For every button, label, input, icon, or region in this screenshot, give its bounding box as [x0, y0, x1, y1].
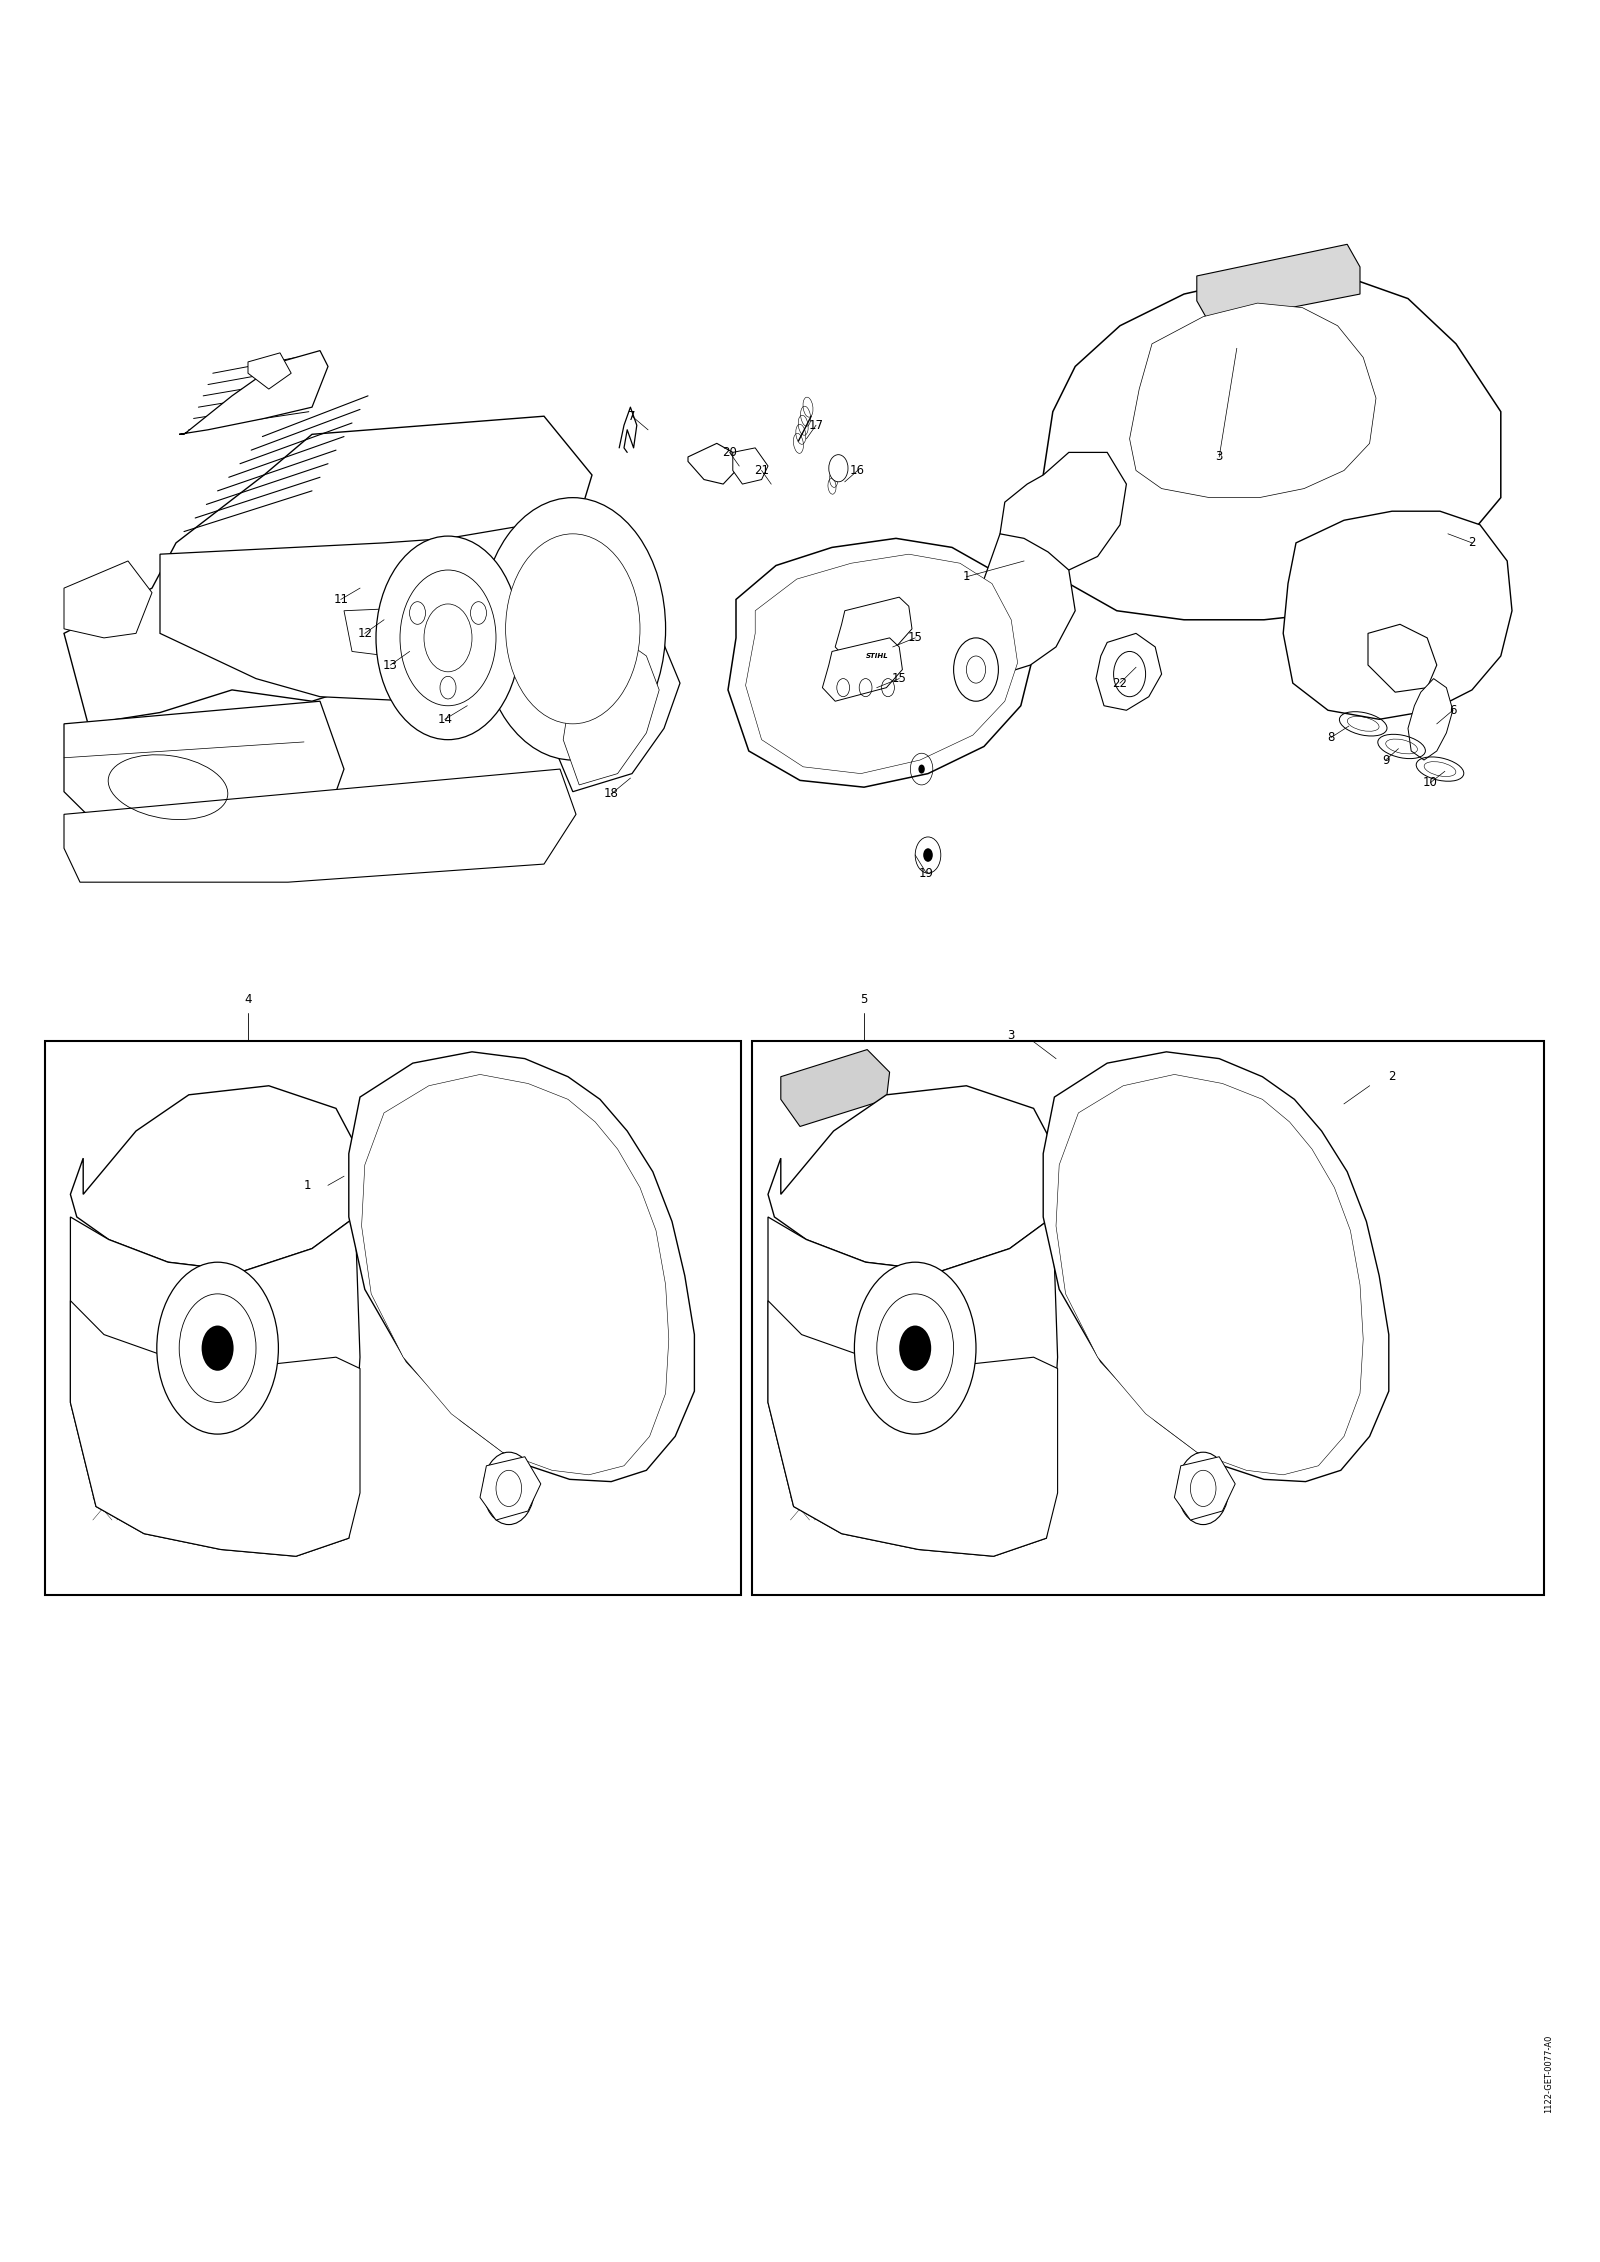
Text: 13: 13: [382, 658, 398, 672]
Polygon shape: [560, 620, 608, 667]
Polygon shape: [1283, 511, 1512, 719]
Polygon shape: [64, 701, 344, 864]
Circle shape: [410, 602, 426, 624]
Polygon shape: [248, 353, 291, 389]
Circle shape: [202, 1326, 234, 1371]
Bar: [45, 1041, 741, 1595]
Circle shape: [480, 498, 666, 760]
Text: 2: 2: [1469, 536, 1475, 550]
Text: 17: 17: [808, 418, 824, 432]
Polygon shape: [1368, 624, 1437, 692]
Polygon shape: [70, 1086, 360, 1271]
Polygon shape: [70, 1217, 360, 1556]
Polygon shape: [822, 638, 902, 701]
Polygon shape: [179, 351, 328, 434]
Polygon shape: [768, 1086, 1058, 1271]
Polygon shape: [768, 1217, 1058, 1556]
Polygon shape: [1056, 1074, 1363, 1475]
Polygon shape: [552, 615, 680, 792]
Polygon shape: [344, 570, 560, 661]
Polygon shape: [64, 416, 592, 724]
Polygon shape: [563, 633, 659, 785]
Text: 18: 18: [603, 787, 619, 801]
Polygon shape: [480, 1457, 541, 1520]
Text: 14: 14: [437, 713, 453, 726]
Circle shape: [923, 848, 933, 862]
Polygon shape: [1000, 452, 1126, 570]
Polygon shape: [1043, 1052, 1389, 1482]
Text: 1122-GET-0077-A0: 1122-GET-0077-A0: [1544, 2036, 1554, 2113]
Polygon shape: [70, 1301, 360, 1556]
Text: 19: 19: [918, 866, 934, 880]
Text: 4: 4: [245, 993, 251, 1007]
Circle shape: [424, 604, 472, 672]
Text: 16: 16: [850, 464, 866, 477]
Text: 12: 12: [357, 627, 373, 640]
Text: 15: 15: [891, 672, 907, 685]
Circle shape: [440, 676, 456, 699]
Text: 20: 20: [722, 446, 738, 459]
Polygon shape: [728, 538, 1032, 787]
Text: 8: 8: [1328, 731, 1334, 744]
Text: 2: 2: [1389, 1070, 1395, 1083]
Polygon shape: [1096, 633, 1162, 710]
Polygon shape: [1174, 1457, 1235, 1520]
Text: 9: 9: [1382, 753, 1389, 767]
Text: 6: 6: [1450, 703, 1456, 717]
Polygon shape: [64, 769, 576, 882]
Circle shape: [470, 602, 486, 624]
Text: 1: 1: [963, 570, 970, 584]
Circle shape: [899, 1326, 931, 1371]
Polygon shape: [362, 1074, 669, 1475]
Circle shape: [1178, 1452, 1229, 1525]
Polygon shape: [746, 554, 1018, 774]
Text: 21: 21: [754, 464, 770, 477]
Text: 15: 15: [907, 631, 923, 645]
Text: 1: 1: [304, 1179, 310, 1192]
Circle shape: [854, 1262, 976, 1434]
Polygon shape: [1130, 303, 1376, 498]
Polygon shape: [768, 1301, 1058, 1556]
Circle shape: [157, 1262, 278, 1434]
Circle shape: [376, 536, 520, 740]
Polygon shape: [160, 525, 584, 701]
Text: 10: 10: [1422, 776, 1438, 789]
Polygon shape: [1043, 276, 1501, 620]
Polygon shape: [733, 448, 768, 484]
Polygon shape: [835, 597, 912, 661]
Polygon shape: [64, 561, 152, 638]
Polygon shape: [688, 443, 736, 484]
Polygon shape: [970, 534, 1075, 674]
Text: STIHL: STIHL: [866, 654, 888, 658]
Polygon shape: [1197, 244, 1360, 323]
Circle shape: [506, 534, 640, 724]
Text: 7: 7: [629, 409, 635, 423]
Polygon shape: [1408, 679, 1453, 760]
Text: 11: 11: [333, 593, 349, 606]
Text: 5: 5: [861, 993, 867, 1007]
Text: 3: 3: [1216, 450, 1222, 464]
Circle shape: [400, 570, 496, 706]
Polygon shape: [781, 1050, 890, 1126]
Circle shape: [483, 1452, 534, 1525]
Circle shape: [918, 765, 925, 774]
Text: 3: 3: [1008, 1029, 1014, 1043]
Circle shape: [829, 455, 848, 482]
Bar: [752, 1041, 1544, 1595]
Polygon shape: [349, 1052, 694, 1482]
Circle shape: [954, 638, 998, 701]
Text: 22: 22: [1112, 676, 1128, 690]
